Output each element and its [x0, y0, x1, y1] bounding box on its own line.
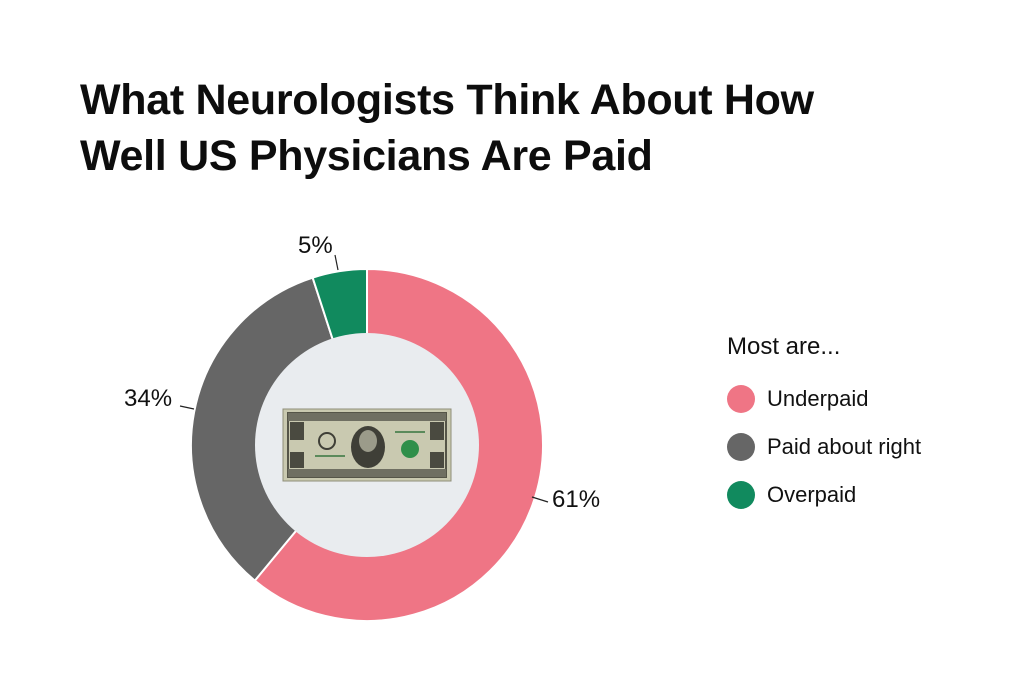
legend-label: Overpaid	[767, 482, 857, 507]
leader-line-underpaid	[531, 496, 549, 503]
legend-dot-underpaid-icon	[727, 385, 755, 413]
legend-dot-paid-about-right-icon	[727, 433, 755, 461]
legend-title: Most are...	[727, 333, 841, 360]
legend: Most are... Underpaid Paid about right O…	[727, 333, 921, 519]
legend-label: Underpaid	[767, 386, 869, 411]
label-underpaid: 61%	[552, 486, 601, 513]
chart-title: What Neurologists Think About How Well U…	[80, 72, 980, 184]
leader-line-overpaid	[334, 254, 339, 271]
legend-item-overpaid: Overpaid	[727, 471, 921, 519]
title-line-2: Well US Physicians Are Paid	[80, 132, 653, 180]
leader-line-paid-about-right	[179, 405, 195, 410]
legend-label: Paid about right	[767, 434, 922, 459]
dollar-bill-icon	[282, 408, 452, 482]
label-overpaid: 5%	[298, 232, 333, 259]
title-line-1: What Neurologists Think About How	[80, 76, 814, 124]
legend-item-paid-about-right: Paid about right	[727, 423, 921, 471]
legend-item-underpaid: Underpaid	[727, 375, 921, 423]
label-paid-about-right: 34%	[124, 385, 173, 412]
legend-dot-overpaid-icon	[727, 481, 755, 509]
